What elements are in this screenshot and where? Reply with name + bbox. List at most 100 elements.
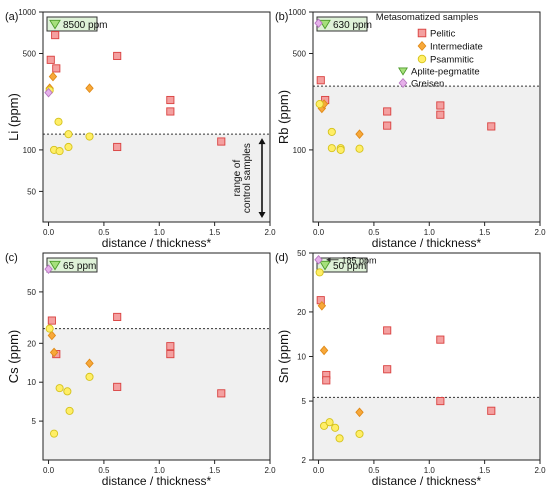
data-point-psammitic bbox=[336, 145, 345, 154]
plot-frame bbox=[42, 11, 271, 223]
x-axis-label: distance / thickness* bbox=[372, 236, 482, 250]
data-point-psammitic bbox=[327, 127, 336, 136]
offscale-annotation: 630 ppm bbox=[316, 16, 372, 32]
panel-c: 0.0 0.5 1.0 1.5 2.0 5 10 20 50 distance / thickne… bbox=[5, 252, 276, 487]
data-point-pelitic bbox=[217, 137, 226, 146]
range-annotation-text: control samples bbox=[242, 143, 253, 213]
data-point-greisen bbox=[44, 264, 53, 274]
y-tick-label: 500 bbox=[23, 50, 37, 59]
data-point-pelitic bbox=[487, 406, 496, 415]
y-tick-label: 1000 bbox=[18, 8, 36, 17]
data-point-pelitic bbox=[436, 101, 445, 110]
plot-frame bbox=[312, 11, 541, 223]
series-intermediate bbox=[317, 300, 364, 418]
data-point-pelitic bbox=[436, 397, 445, 406]
range-arrow-head-up bbox=[258, 138, 266, 145]
y-axis-label: Rb (ppm) bbox=[276, 90, 291, 144]
series-greisen bbox=[44, 87, 53, 98]
x-tick-label: 1.5 bbox=[479, 466, 491, 475]
offscale-label: 65 ppm bbox=[63, 261, 96, 272]
data-point-psammitic bbox=[355, 429, 364, 438]
series-pelitic bbox=[46, 31, 226, 152]
series-pelitic bbox=[316, 296, 496, 415]
x-axis-label: distance / thickness* bbox=[102, 474, 212, 487]
data-point-psammitic bbox=[64, 130, 73, 139]
offscale-label: 630 ppm bbox=[333, 20, 372, 31]
legend-item-greisen: Greisen bbox=[398, 77, 444, 90]
legend-marker bbox=[398, 67, 408, 76]
legend-label: Greisen bbox=[411, 79, 444, 90]
panel-label: (a) bbox=[5, 11, 18, 23]
data-point-pelitic bbox=[383, 121, 392, 130]
plot-frame bbox=[42, 252, 271, 461]
data-point-psammitic bbox=[63, 387, 72, 396]
x-tick-label: 0.5 bbox=[368, 466, 380, 475]
y-tick-label: 2 bbox=[302, 456, 307, 465]
control-range-shade bbox=[43, 328, 270, 460]
legend: Metasomatized samples Pelitic Intermediate… bbox=[376, 12, 483, 90]
series-psammitic bbox=[45, 86, 94, 156]
range-arrow-head-down bbox=[258, 212, 266, 218]
data-point-intermediate bbox=[319, 345, 329, 356]
aplite-pegmatite-marker bbox=[49, 260, 61, 271]
data-point-psammitic bbox=[335, 434, 344, 443]
x-tick-label: 2.0 bbox=[534, 228, 546, 237]
panels: 0.0 0.5 1.0 1.5 2.0 50 100 500 1000 distance / th… bbox=[5, 8, 546, 487]
series-greisen bbox=[314, 254, 323, 265]
y-tick-label: 1000 bbox=[288, 8, 306, 17]
data-point-greisen bbox=[44, 87, 53, 98]
control-range-shade bbox=[43, 134, 270, 222]
offscale-label: 8500 ppm bbox=[63, 20, 107, 31]
series-psammitic bbox=[315, 268, 364, 443]
aplite-pegmatite-marker bbox=[319, 19, 331, 30]
control-range-shade bbox=[313, 86, 540, 222]
legend-marker bbox=[398, 77, 408, 89]
x-tick-label: 1.5 bbox=[479, 228, 491, 237]
x-tick-label: 0.0 bbox=[313, 228, 325, 237]
data-point-pelitic bbox=[46, 55, 55, 64]
series-pelitic bbox=[47, 312, 226, 398]
x-tick-label: 1.0 bbox=[154, 228, 166, 237]
x-tick-label: 0.0 bbox=[43, 228, 55, 237]
y-tick-label: 20 bbox=[297, 308, 306, 317]
offscale-annotation: 8500 ppm bbox=[46, 16, 107, 32]
y-tick-label: 500 bbox=[293, 50, 307, 59]
data-point-pelitic bbox=[436, 110, 445, 119]
y-tick-label: 50 bbox=[27, 187, 36, 196]
greisen-arrow-head bbox=[326, 257, 331, 263]
data-point-pelitic bbox=[383, 107, 392, 116]
data-point-intermediate bbox=[49, 347, 59, 358]
offscale-label: 50 ppm bbox=[333, 261, 366, 272]
data-point-pelitic bbox=[113, 312, 122, 321]
x-tick-label: 0.0 bbox=[313, 466, 325, 475]
x-tick-label: 1.0 bbox=[424, 228, 436, 237]
control-range-shade bbox=[313, 397, 540, 460]
data-point-psammitic bbox=[65, 406, 74, 415]
data-point-psammitic bbox=[85, 132, 94, 141]
y-tick-label: 5 bbox=[302, 397, 307, 406]
legend-item-psammitic: Psammitic bbox=[417, 55, 474, 66]
data-point-pelitic bbox=[51, 31, 60, 40]
legend-label: Aplite-pegmatite bbox=[411, 67, 480, 78]
legend-label: Pelitic bbox=[430, 29, 456, 40]
data-point-psammitic bbox=[55, 384, 64, 393]
x-tick-label: 0.5 bbox=[98, 228, 110, 237]
data-point-pelitic bbox=[322, 376, 331, 385]
series-psammitic bbox=[315, 100, 364, 154]
data-point-intermediate bbox=[48, 71, 58, 82]
y-tick-label: 10 bbox=[297, 353, 306, 362]
data-point-psammitic bbox=[355, 144, 364, 153]
panel-d: 0.0 0.5 1.0 1.5 2.0 2 5 10 20 50 distance / thickn… bbox=[275, 249, 546, 487]
legend-item-intermediate: Intermediate bbox=[417, 40, 483, 53]
panel-label: (b) bbox=[275, 11, 288, 23]
data-point-pelitic bbox=[383, 365, 392, 374]
data-point-intermediate bbox=[355, 129, 364, 140]
data-point-intermediate bbox=[47, 330, 57, 341]
data-point-pelitic bbox=[52, 64, 61, 73]
data-point-intermediate bbox=[317, 300, 327, 311]
legend-title: Metasomatized samples bbox=[376, 12, 479, 23]
x-tick-label: 0.0 bbox=[43, 466, 55, 475]
x-axis-label: distance / thickness* bbox=[372, 474, 482, 487]
data-point-pelitic bbox=[166, 350, 175, 359]
data-point-intermediate bbox=[85, 358, 94, 369]
